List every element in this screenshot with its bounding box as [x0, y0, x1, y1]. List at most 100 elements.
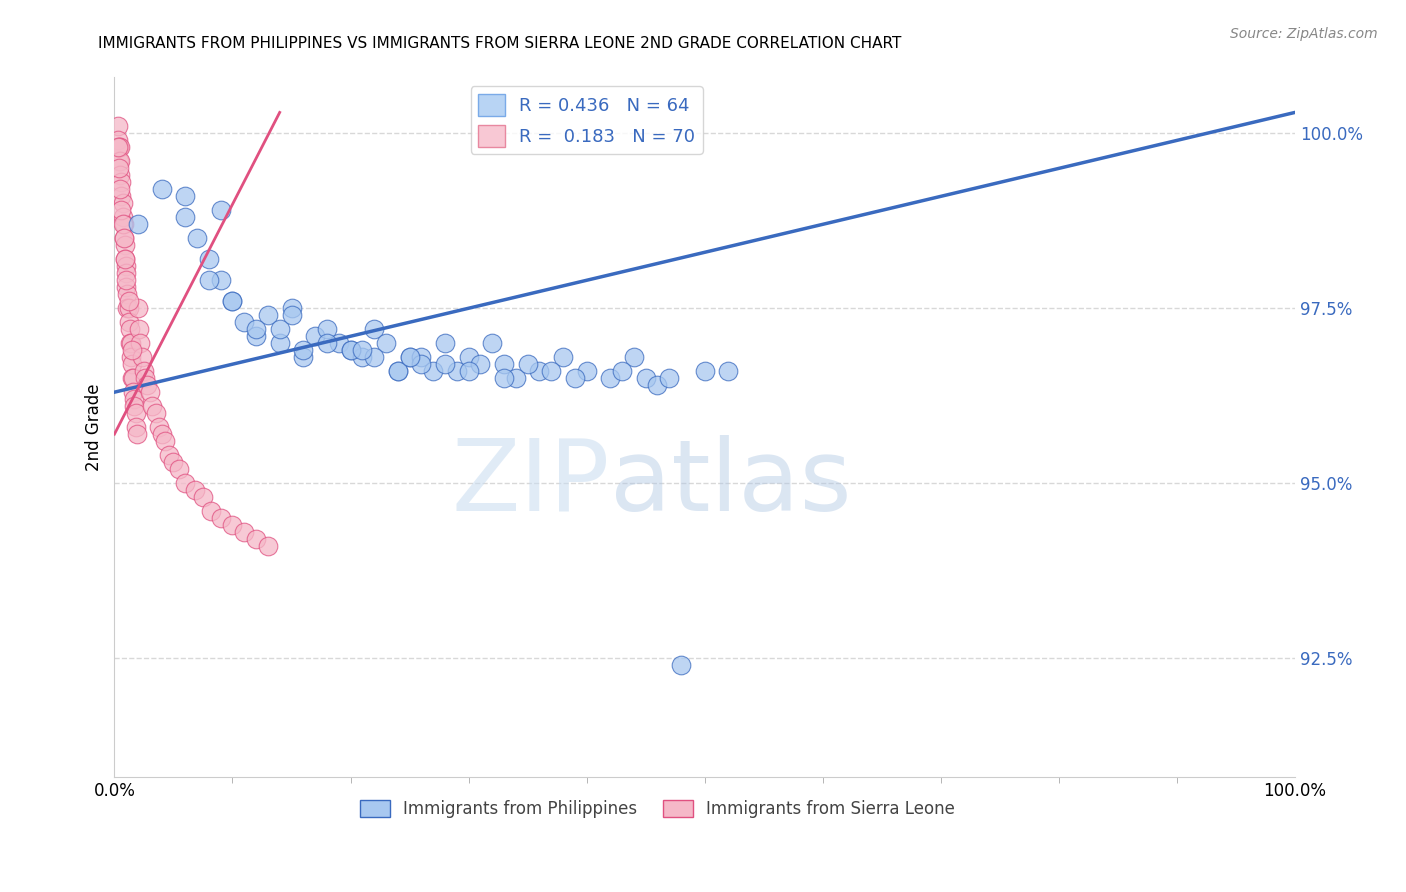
Point [114, 252, 136, 267]
Point [398, 350, 420, 364]
Point [122, 385, 145, 400]
Point [169, 462, 191, 476]
Point [150, 182, 173, 196]
Point [292, 350, 315, 364]
Point [111, 211, 134, 225]
Point [148, 420, 170, 434]
Point [470, 357, 492, 371]
Point [110, 175, 132, 189]
Point [433, 357, 456, 371]
Point [124, 399, 146, 413]
Text: Source: ZipAtlas.com: Source: ZipAtlas.com [1230, 27, 1378, 41]
Point [669, 657, 692, 672]
Point [292, 343, 315, 358]
Point [221, 518, 243, 533]
Point [121, 343, 143, 358]
Point [516, 357, 538, 371]
Point [623, 350, 645, 364]
Point [114, 238, 136, 252]
Point [139, 385, 162, 400]
Point [131, 350, 153, 364]
Y-axis label: 2nd Grade: 2nd Grade [86, 384, 103, 471]
Point [121, 371, 143, 385]
Point [112, 231, 135, 245]
Point [121, 357, 143, 371]
Point [115, 260, 138, 274]
Point [269, 322, 291, 336]
Point [209, 273, 232, 287]
Point [108, 140, 131, 154]
Point [610, 364, 633, 378]
Point [112, 217, 135, 231]
Point [174, 189, 197, 203]
Point [233, 315, 256, 329]
Point [117, 301, 139, 316]
Point [492, 357, 515, 371]
Point [162, 455, 184, 469]
Point [551, 350, 574, 364]
Point [124, 406, 146, 420]
Point [115, 266, 138, 280]
Point [108, 161, 131, 176]
Point [280, 308, 302, 322]
Point [422, 364, 444, 378]
Point [125, 427, 148, 442]
Point [107, 133, 129, 147]
Point [446, 364, 468, 378]
Point [110, 140, 132, 154]
Point [257, 539, 280, 553]
Point [107, 120, 129, 134]
Point [157, 448, 180, 462]
Point [107, 140, 129, 154]
Point [110, 189, 132, 203]
Point [153, 434, 176, 449]
Point [127, 217, 149, 231]
Point [186, 231, 208, 245]
Point [120, 336, 142, 351]
Point [411, 350, 433, 364]
Point [129, 336, 152, 351]
Point [117, 287, 139, 301]
Text: atlas: atlas [610, 434, 852, 532]
Point [398, 350, 420, 364]
Point [111, 217, 134, 231]
Point [145, 406, 167, 420]
Point [304, 329, 326, 343]
Point [174, 476, 197, 491]
Point [115, 273, 138, 287]
Point [529, 364, 551, 378]
Point [118, 322, 141, 336]
Point [198, 252, 221, 267]
Point [658, 371, 681, 385]
Point [118, 336, 141, 351]
Point [387, 364, 409, 378]
Point [209, 511, 232, 525]
Text: ZIP: ZIP [451, 434, 610, 532]
Point [245, 322, 267, 336]
Point [363, 322, 385, 336]
Point [183, 483, 205, 497]
Point [110, 203, 132, 218]
Point [457, 364, 479, 378]
Point [564, 371, 586, 385]
Point [124, 392, 146, 407]
Point [117, 301, 139, 316]
Point [257, 308, 280, 322]
Point [200, 504, 222, 518]
Point [540, 364, 562, 378]
Point [122, 371, 145, 385]
Point [316, 322, 339, 336]
Point [115, 280, 138, 294]
Point [221, 294, 243, 309]
Point [150, 427, 173, 442]
Point [117, 315, 139, 329]
Point [134, 371, 156, 385]
Point [575, 364, 598, 378]
Point [245, 532, 267, 546]
Point [111, 196, 134, 211]
Point [110, 182, 132, 196]
Point [141, 399, 163, 413]
Point [128, 322, 150, 336]
Point [717, 364, 740, 378]
Point [599, 371, 621, 385]
